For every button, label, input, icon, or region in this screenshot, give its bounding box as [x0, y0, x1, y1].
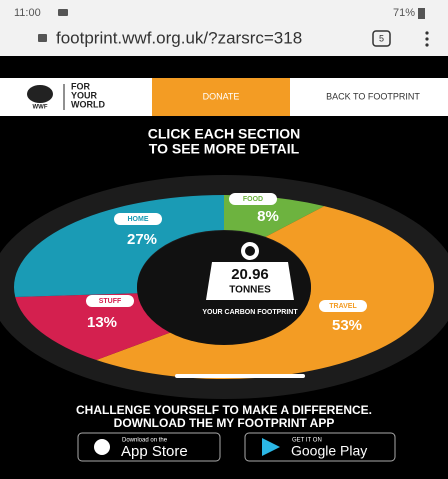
total-unit: TONNES: [229, 285, 271, 296]
cta: CHALLENGE YOURSELF TO MAKE A DIFFERENCE.: [76, 403, 372, 417]
donate-label: DONATE: [203, 91, 240, 101]
store-small: GET IT ON: [292, 438, 322, 444]
battery-icon: [418, 8, 425, 19]
segment-name: HOME: [128, 216, 149, 223]
segment-name: TRAVEL: [329, 303, 357, 310]
lock-icon: [38, 34, 47, 42]
segment-name: STUFF: [99, 298, 122, 305]
donate-button[interactable]: [152, 78, 290, 116]
heading: CLICK EACH SECTION: [148, 126, 300, 142]
status-battery: 71%: [393, 7, 415, 19]
tabs-count: 5: [379, 33, 384, 43]
logo-mark: WWF: [33, 105, 48, 111]
segment-name: FOOD: [243, 196, 263, 203]
weight-icon: [206, 262, 294, 300]
logo-panda: [27, 85, 53, 103]
cta: DOWNLOAD THE MY FOOTPRINT APP: [114, 416, 335, 430]
menu-dot[interactable]: [425, 31, 429, 35]
tabs-button[interactable]: [372, 30, 391, 47]
segment-value: 8%: [257, 208, 279, 225]
donut-segment[interactable]: [224, 195, 325, 237]
logo-text: FOR: [71, 81, 90, 91]
segment-value: 53%: [332, 317, 362, 334]
store-small: Download on the: [122, 438, 168, 444]
segment-value: 13%: [87, 314, 117, 331]
donut-segment[interactable]: [13, 195, 224, 297]
segment-pill: [229, 193, 277, 205]
segment-pill: [319, 300, 367, 312]
segment-value: 27%: [127, 231, 157, 248]
caption: YOUR CARBON FOOTPRINT: [202, 309, 298, 316]
logo-text: WORLD: [71, 99, 105, 109]
menu-dot[interactable]: [425, 37, 429, 41]
store-big: Google Play: [291, 443, 367, 459]
menu-dot[interactable]: [425, 43, 429, 47]
status-time: 11:00: [14, 7, 41, 19]
store-big: App Store: [121, 443, 188, 460]
logo-text: YOUR: [71, 90, 98, 100]
browser-chrome: [0, 0, 448, 56]
app-store-button[interactable]: [77, 432, 221, 462]
donut-segment[interactable]: [15, 293, 172, 361]
google-play-button[interactable]: [244, 432, 396, 462]
heading: TO SEE MORE DETAIL: [149, 141, 300, 157]
segment-pill: [114, 213, 162, 225]
donut: [13, 195, 434, 379]
donut-segment[interactable]: [96, 206, 434, 379]
segment-pill: [86, 295, 134, 307]
play-icon: [262, 438, 280, 456]
weight-handle: [241, 242, 259, 260]
scale-base: [175, 374, 305, 378]
status-icon: [58, 9, 68, 16]
back-link[interactable]: BACK TO FOOTPRINT: [326, 91, 420, 101]
apple-icon: [94, 439, 110, 455]
total: 20.96: [231, 266, 269, 283]
url[interactable]: footprint.wwf.org.uk/?zarsrc=318: [56, 28, 302, 47]
